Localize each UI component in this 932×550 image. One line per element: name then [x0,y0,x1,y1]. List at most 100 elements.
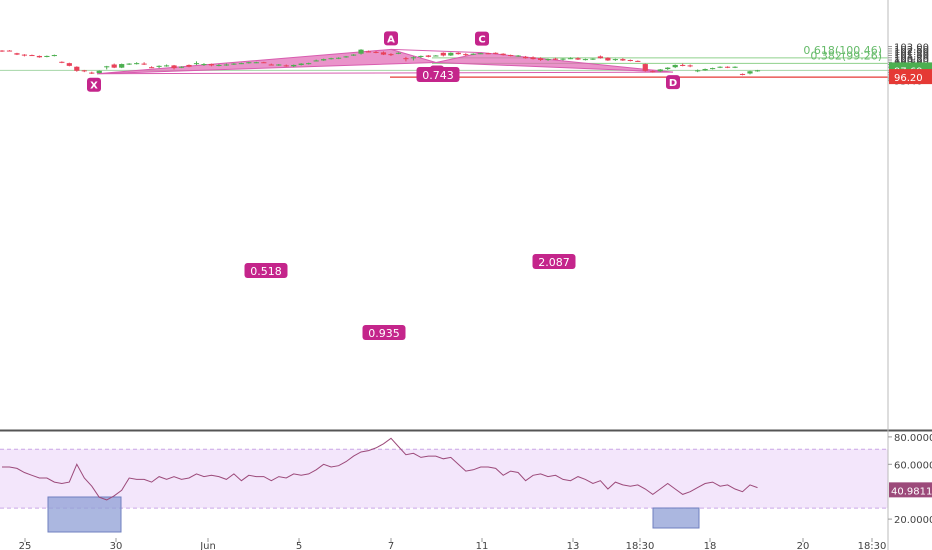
time-tick-label: 18 [704,541,717,550]
pattern-point-label: A [387,34,395,45]
candle-body [216,64,222,66]
candle-body [283,65,289,67]
candle-body [44,55,50,57]
candle-body [0,50,5,52]
rsi-highlight-box [652,507,700,529]
candle-body [612,59,618,61]
rsi-current-tag-bg [889,482,932,498]
pattern-bcd-triangle [435,52,674,73]
pattern-point-badge [475,31,489,46]
price-tick-label: 101.00 [894,52,929,63]
candle-body [89,72,95,74]
rsi-pane[interactable] [0,437,888,533]
candle-body [552,58,559,60]
ratio-bcd-label: 2.087 [538,256,570,269]
candle-body [14,53,20,55]
rsi-tick-label: 60.0000 [894,460,932,471]
candle-body [590,58,596,60]
candle-body [418,55,424,57]
time-tick-label: 5 [296,541,302,550]
candle-body [702,69,708,71]
candle-body [575,58,581,60]
candle-body [508,55,514,57]
candle-body [321,59,327,61]
ratio-abc-label-badge [416,67,460,82]
rsi-tick-label: 80.0000 [894,433,932,444]
candle-body [36,55,42,58]
pattern-point-label: X [90,81,98,92]
pattern-point-badge [87,77,101,92]
candle-body [545,59,551,61]
candle-body [605,57,611,61]
level-price-tag-bg [889,69,932,85]
candle-body [193,63,200,65]
candle-body [208,64,215,66]
pattern-point-label: D [669,78,677,89]
price-tick-label: 102.50 [894,45,929,56]
candle-body [710,68,716,70]
candle-body [410,57,416,59]
candle-body [111,64,117,68]
candle-body [59,61,65,63]
candle-body [657,69,663,72]
candle-body [373,51,379,53]
pattern-xd-line [96,71,674,75]
candle-body [223,64,229,66]
candle-body [231,63,237,65]
candle-body [455,52,461,55]
candle-body [291,64,297,67]
ratio-xab-label: 0.518 [250,265,282,278]
candle-body [433,55,439,57]
candle-body [201,64,207,66]
candle-body [530,57,536,60]
candle-body [582,59,589,61]
candle-body [515,55,521,57]
candle-body [695,70,701,72]
candle-body [739,73,746,75]
candle-body [81,70,87,72]
candle-body [343,56,349,58]
pattern-ac-line [390,48,483,54]
candle-body [403,58,409,60]
candle-body [21,54,28,56]
candle-body [537,58,544,60]
time-tick-label: Jun [199,541,216,550]
candle-body [478,53,484,55]
candle-body [268,64,274,66]
candle-body [141,63,147,65]
candle-body [74,66,80,71]
price-tick-label: 103.00 [894,43,929,54]
time-tick-label: 20 [797,541,810,550]
candle-body [186,64,192,67]
candle-body [350,54,357,56]
ratio-xad-label-badge [362,325,406,340]
pattern-point-badge [384,31,398,46]
time-tick-label: 25 [19,541,32,550]
candle-body [51,55,57,57]
candle-body [747,71,753,74]
price-pane[interactable]: 0.618(100.46)0.382(99.26)XABCD0.5180.743… [0,31,888,340]
candle-body [104,66,110,68]
candle-body [156,65,162,67]
ratio-abc-label: 0.743 [422,69,454,82]
rsi-highlight-box [47,496,122,533]
candle-body [298,63,304,65]
candle-body [261,62,267,64]
candle-body [463,54,469,56]
candle-body [29,55,35,57]
ratio-xab-label-badge [244,263,288,278]
fib-level-label: 0.382(99.26) [810,49,882,62]
candle-body [163,65,170,67]
time-tick-label: 13 [567,541,580,550]
candle-body [395,52,402,54]
candle-body [358,49,364,54]
candle-body [328,58,334,60]
fib-level-label: 0.618(100.46) [803,44,882,57]
rsi-line [2,437,758,501]
price-tick-label: 101.50 [894,49,929,60]
candle-body [500,53,506,56]
candle-body [448,52,454,56]
candle-body [365,51,372,53]
